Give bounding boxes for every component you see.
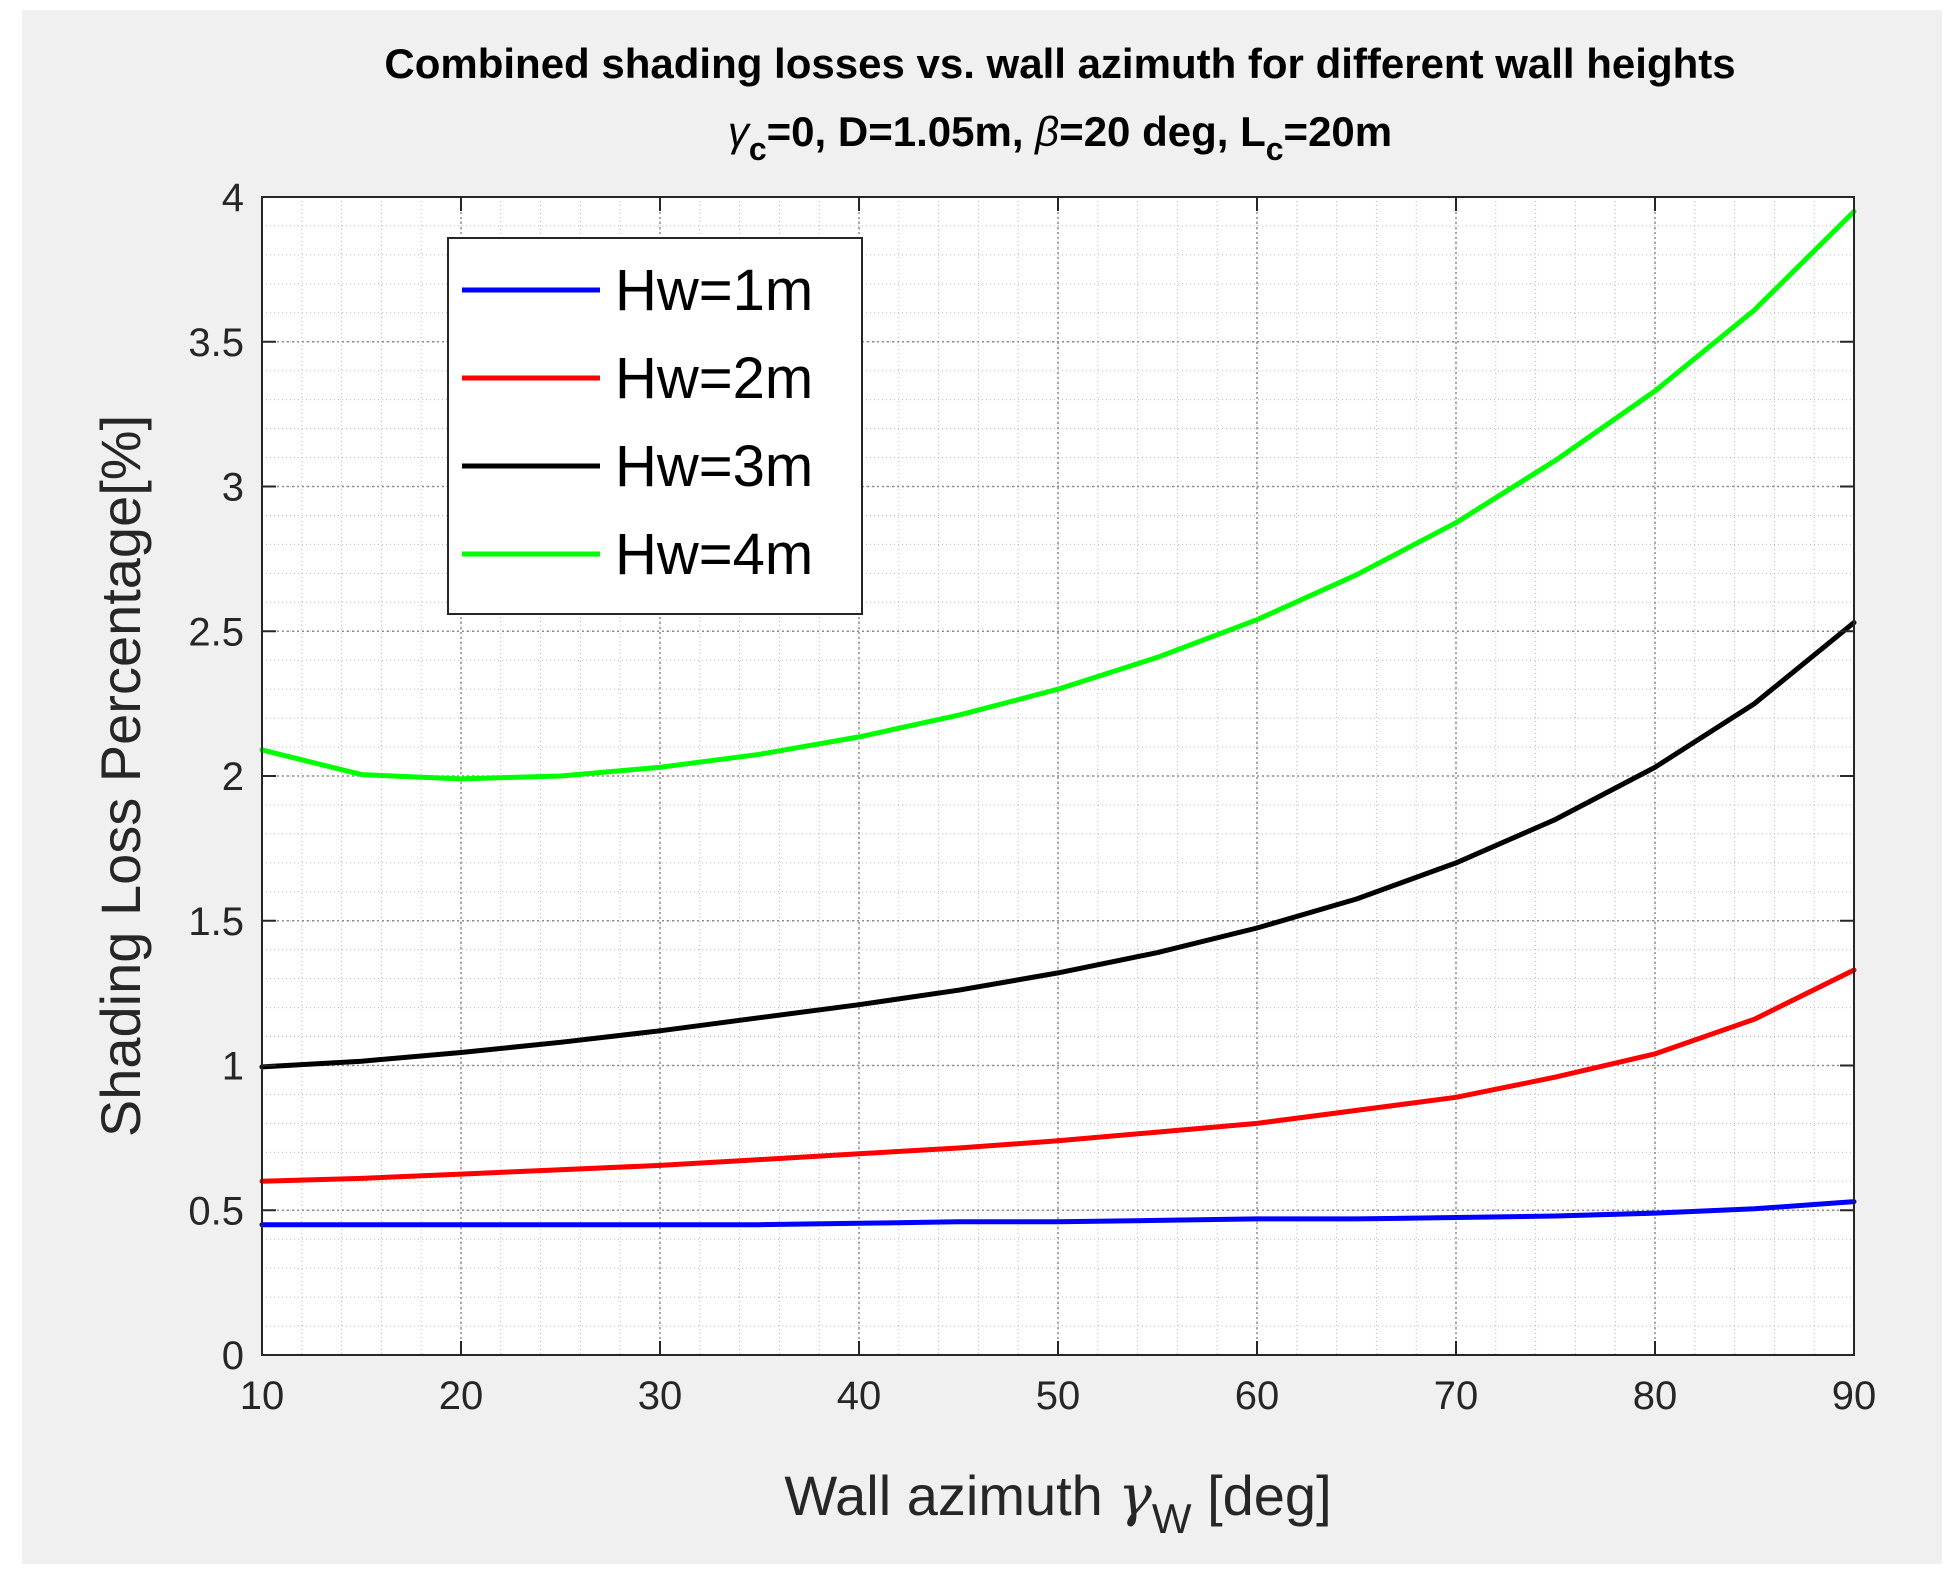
x-label-sub: W [1152, 1495, 1192, 1542]
x-tick-label: 50 [1036, 1374, 1081, 1418]
chart-title: Combined shading losses vs. wall azimuth… [384, 40, 1735, 87]
legend-label-4: Hw=4m [615, 522, 813, 587]
subtitle-part2: =20 deg, L [1059, 108, 1266, 155]
series-line-1 [259, 1199, 1857, 1228]
legend-label-2: Hw=2m [615, 346, 813, 411]
legend-box [447, 237, 863, 615]
y-tick-label: 3 [222, 466, 244, 510]
subtitle-gamma-symbol: γ [728, 108, 751, 155]
series-line-3 [259, 620, 1857, 1070]
subtitle-part3: =20m [1284, 108, 1393, 155]
y-tick-label: 1 [222, 1045, 244, 1089]
series-line-2 [259, 967, 1857, 1184]
x-ticks: 10 20 30 40 50 60 70 80 90 [240, 197, 1877, 1418]
x-tick-label: 20 [439, 1374, 484, 1418]
series-line-4 [259, 209, 1857, 782]
legend-label-1: Hw=1m [615, 258, 813, 323]
legend: Hw=1m Hw=2m Hw=3m Hw=4m [447, 237, 863, 615]
subtitle-gamma-sub: c [749, 131, 767, 167]
legend-label-3: Hw=3m [615, 434, 813, 499]
x-tick-label: 70 [1434, 1374, 1479, 1418]
x-tick-label: 80 [1633, 1374, 1678, 1418]
x-label-symbol: γ [1118, 1464, 1152, 1529]
subtitle-part1: =0, D=1.05m, [767, 108, 1036, 155]
y-tick-label: 1.5 [188, 900, 244, 944]
subtitle-beta-symbol: β [1033, 108, 1059, 155]
y-ticks: 0 0.5 1 1.5 2 2.5 3 3.5 4 [188, 176, 1854, 1378]
y-tick-label: 0 [222, 1334, 244, 1378]
x-tick-label: 10 [240, 1374, 285, 1418]
y-tick-label: 2 [222, 755, 244, 799]
y-tick-label: 2.5 [188, 610, 244, 654]
x-tick-label: 90 [1832, 1374, 1877, 1418]
x-axis-label: Wall azimuth γW [deg] [784, 1464, 1331, 1542]
y-tick-label: 0.5 [188, 1189, 244, 1233]
chart-subtitle: γc=0, D=1.05m, β=20 deg, Lc=20m [728, 108, 1392, 167]
subtitle-l-sub: c [1266, 131, 1284, 167]
y-axis-label: Shading Loss Percentage[%] [89, 415, 152, 1137]
x-tick-label: 30 [638, 1374, 683, 1418]
x-tick-label: 40 [837, 1374, 882, 1418]
y-tick-label: 4 [222, 176, 244, 220]
series-lines [259, 209, 1857, 1228]
x-tick-label: 60 [1235, 1374, 1280, 1418]
y-tick-label: 3.5 [188, 321, 244, 365]
